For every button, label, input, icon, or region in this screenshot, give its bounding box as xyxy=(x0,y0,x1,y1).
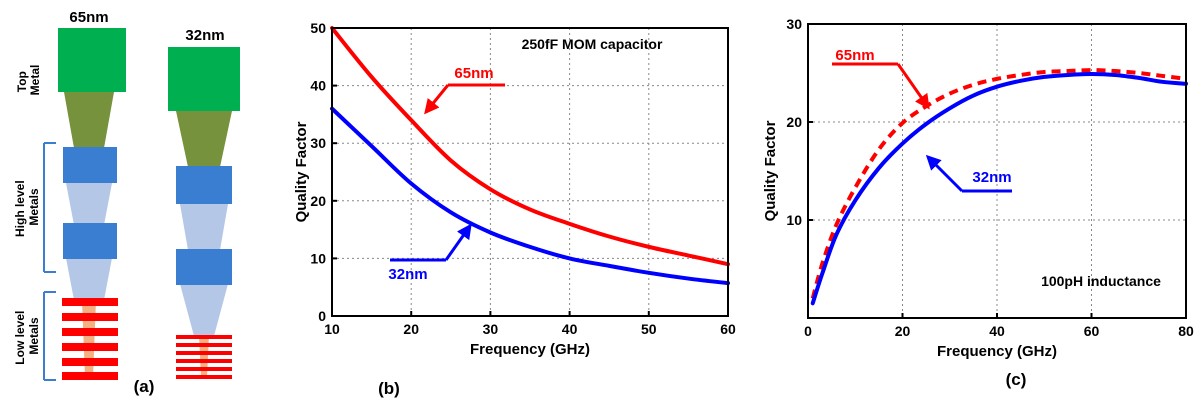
chart-c-label-32nm: 32nm xyxy=(972,169,1011,186)
side-top-line2: Metal xyxy=(28,65,42,96)
chart-b-grid xyxy=(332,28,728,316)
y-tick-label: 20 xyxy=(310,193,326,209)
y-tick-label: 30 xyxy=(310,135,326,151)
chart-b-label-65nm: 65nm xyxy=(454,65,493,82)
y-tick-label: 0 xyxy=(318,308,326,324)
x-tick-label: 0 xyxy=(804,323,812,339)
series-line-32nm xyxy=(330,106,730,286)
via-high-65-2 xyxy=(66,258,112,300)
panel-label-a: (a) xyxy=(134,377,155,396)
top-metal-32 xyxy=(168,47,240,111)
y-tick-label: 20 xyxy=(786,114,802,130)
chart-b-series xyxy=(330,26,730,286)
chart-b-callout-32nm: 32nm xyxy=(388,223,472,283)
x-tick-label: 50 xyxy=(641,321,657,337)
panel-a: 65nm 32nm Top Metal High level Metals Lo… xyxy=(13,9,240,396)
x-tick-label: 80 xyxy=(1178,323,1194,339)
side-top-line1: Top xyxy=(15,71,29,92)
callout-65nm-arrow-b xyxy=(424,84,450,115)
chart-c-callout-32nm: 32nm xyxy=(925,154,1012,193)
col2-title: 32nm xyxy=(185,27,224,44)
panel-label-c: (c) xyxy=(1006,370,1027,389)
series-line-65nm xyxy=(330,26,730,267)
side-label-high-metals: High level Metals xyxy=(13,177,41,237)
x-tick-label: 20 xyxy=(895,323,911,339)
chart-b-annotation: 250fF MOM capacitor xyxy=(522,36,663,52)
panel-label-b: (b) xyxy=(378,379,400,398)
series-line-65nm xyxy=(810,68,1187,299)
chart-b-callout-65nm: 65nm xyxy=(424,65,505,115)
top-metal-65 xyxy=(58,28,126,92)
chart-c: 0 20 40 60 80 10 20 30 100pH inductance Frequen… xyxy=(762,16,1194,389)
x-tick-label: 10 xyxy=(324,321,340,337)
chart-b-ylabel: Quality Factor xyxy=(293,121,310,222)
via-low-65 xyxy=(82,300,96,378)
via-high-32-2 xyxy=(180,284,228,336)
chart-c-grid xyxy=(808,24,1186,318)
chart-c-label-65nm: 65nm xyxy=(835,47,874,64)
x-tick-label: 60 xyxy=(1084,323,1100,339)
x-tick-label: 40 xyxy=(562,321,578,337)
chart-b-label-32nm: 32nm xyxy=(388,266,427,283)
high-metal-32-1 xyxy=(176,166,232,204)
col1-title: 65nm xyxy=(69,9,108,26)
svg-text:High level Metals: High level Metals xyxy=(13,177,41,237)
svg-text:Top Metal: Top Metal xyxy=(15,65,42,96)
via-high-65-1 xyxy=(66,183,112,225)
x-tick-label: 40 xyxy=(989,323,1005,339)
low-metals-32 xyxy=(176,335,232,379)
x-tick-label: 20 xyxy=(403,321,419,337)
chart-c-xlabel: Frequency (GHz) xyxy=(937,343,1057,360)
chart-b-xlabel: Frequency (GHz) xyxy=(470,341,590,358)
y-tick-label: 10 xyxy=(310,250,326,266)
y-tick-label: 40 xyxy=(310,78,326,94)
side-label-low-metals: Low level Metals xyxy=(13,307,41,365)
high-metal-65-1 xyxy=(63,147,117,183)
chart-c-ylabel: Quality Factor xyxy=(762,120,779,221)
y-tick-label: 50 xyxy=(310,20,326,36)
x-tick-label: 60 xyxy=(720,321,736,337)
low-metals-65 xyxy=(62,298,118,380)
series-line-32nm xyxy=(810,71,1188,306)
via-top-65 xyxy=(64,92,114,148)
via-top-32 xyxy=(176,111,232,167)
via-high-32-1 xyxy=(180,204,228,250)
svg-text:Low level Metals: Low level Metals xyxy=(13,307,41,364)
y-tick-label: 30 xyxy=(786,16,802,32)
callout-32nm-arrow-c xyxy=(925,154,964,193)
x-tick-label: 30 xyxy=(483,321,499,337)
chart-c-series xyxy=(810,68,1188,306)
chart-c-callout-65nm: 65nm xyxy=(832,47,930,110)
high-metal-32-2 xyxy=(176,249,232,285)
chart-b-frame xyxy=(331,27,729,317)
callout-32nm-arrow-b xyxy=(444,223,472,261)
high-metal-65-2 xyxy=(63,223,117,259)
side-label-top-metal: Top Metal xyxy=(15,65,42,96)
callout-65nm-arrow-c xyxy=(896,63,930,110)
chart-c-ticks: 0 20 40 60 80 10 20 30 xyxy=(786,16,1194,339)
chart-c-annotation: 100pH inductance xyxy=(1041,273,1161,289)
y-tick-label: 10 xyxy=(786,212,802,228)
